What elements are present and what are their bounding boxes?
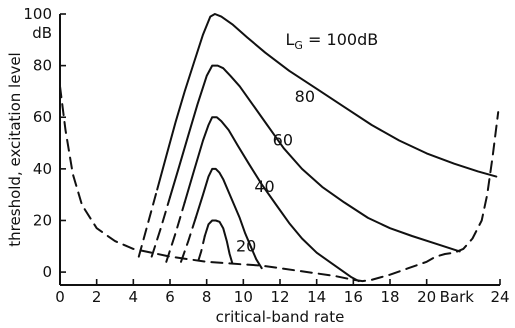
y-tick-label: 20 <box>33 211 52 229</box>
excitation-curve-4 <box>156 13 498 191</box>
x-tick-label: 4 <box>129 288 139 306</box>
y-tick-label: 0 <box>42 263 52 281</box>
curve-label-level: LG = 100dB <box>286 30 379 52</box>
curve-label-3: 80 <box>295 87 315 106</box>
x-tick-label: 14 <box>307 288 326 306</box>
x-tick-label: 24 <box>490 288 509 306</box>
y-tick-label: 80 <box>33 57 52 75</box>
excitation-curve-dashed-0 <box>197 235 206 262</box>
curve-label-2: 60 <box>273 131 293 150</box>
level-symbol: L <box>286 30 295 49</box>
x-unit-label: Bark <box>440 288 475 306</box>
excitation-curve-dashed-3 <box>150 196 171 258</box>
y-tick-label: 40 <box>33 160 52 178</box>
curve-label-1: 40 <box>254 177 274 196</box>
threshold-in-quiet-curve <box>59 85 500 283</box>
excitation-curve-1 <box>194 167 263 270</box>
x-tick-label: 0 <box>55 288 65 306</box>
x-tick-label: 16 <box>344 288 363 306</box>
excitation-curve-dashed-1 <box>180 216 197 263</box>
curves <box>59 13 500 283</box>
x-tick-label: 20 <box>417 288 436 306</box>
y-unit-label: dB <box>32 24 52 42</box>
excitation-curve-0 <box>203 219 234 265</box>
y-tick-label: 60 <box>33 108 52 126</box>
curve-label-0: 20 <box>236 236 256 255</box>
axes: 0 2 4 6 8 10 12 14 16 18 20 24Bark020406080100dBcri… <box>6 5 510 326</box>
x-tick-label: 10 <box>234 288 253 306</box>
level-value: = 100dB <box>303 30 378 49</box>
x-tick-label: 8 <box>202 288 212 306</box>
y-tick-label: 100 <box>23 5 52 23</box>
excitation-curve-2 <box>183 116 360 283</box>
y-axis-title: threshold, excitation level <box>6 52 24 246</box>
excitation-curve-dashed-2 <box>165 201 186 263</box>
x-tick-label: 6 <box>165 288 175 306</box>
x-tick-label: 2 <box>92 288 102 306</box>
labels: 20 40 60 80 LG = 100dB <box>236 30 378 255</box>
excitation-curve-dashed-4 <box>137 188 159 258</box>
x-axis-title: critical-band rate <box>216 308 345 326</box>
excitation-curve-3 <box>169 64 461 253</box>
x-tick-label: 18 <box>380 288 399 306</box>
level-subscript: G <box>294 39 303 52</box>
x-tick-label: 12 <box>270 288 289 306</box>
